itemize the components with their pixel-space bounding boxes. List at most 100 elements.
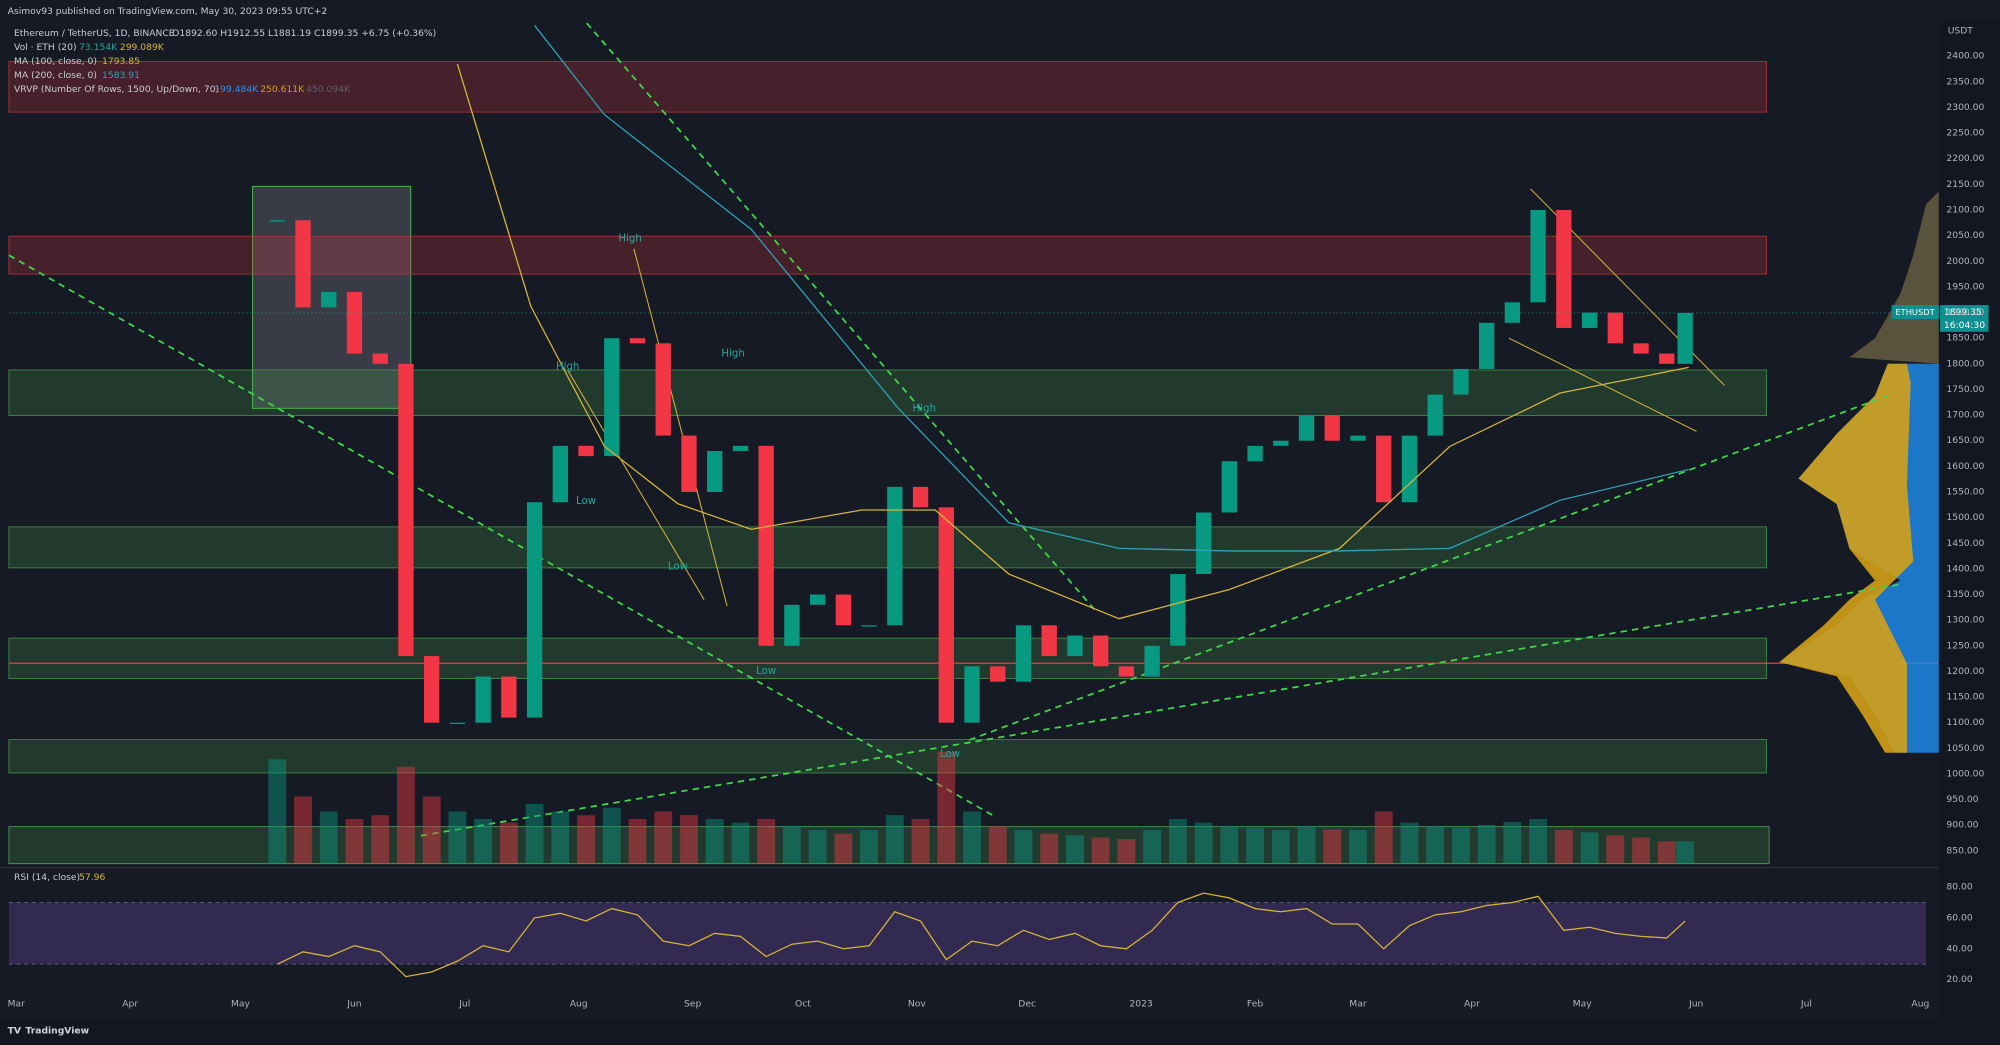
candle [1170, 574, 1186, 646]
x-tick-label: Jun [1688, 999, 1704, 1010]
y-tick-label: 2150.00 [1946, 179, 1984, 190]
volume-bar [371, 815, 390, 864]
y-tick-label: 1800.00 [1946, 358, 1984, 369]
candle [1453, 368, 1469, 395]
volume-bar [1220, 826, 1239, 864]
volume-bar [1554, 830, 1573, 864]
trendline [567, 369, 705, 600]
volume-bar [988, 826, 1007, 864]
candle [1247, 445, 1263, 462]
volume-bar [1676, 841, 1695, 864]
candle [784, 604, 800, 646]
vol-value: 73.154K [79, 42, 118, 53]
ma-line [456, 63, 1689, 620]
volume-bar [1657, 841, 1676, 864]
y-tick-label: 1050.00 [1946, 743, 1984, 754]
zone [8, 60, 1767, 113]
price-tag-value: 1899.35 [1944, 307, 1982, 318]
y-tick-label: 1750.00 [1946, 384, 1984, 395]
published: Asimov93 published on TradingView.com, M… [8, 6, 328, 17]
x-tick-label: Sep [684, 999, 701, 1010]
volume-bar [680, 815, 698, 864]
volume-bar [937, 751, 956, 864]
vol-ma: 299.089K [120, 42, 165, 53]
candle [1118, 666, 1135, 677]
candle [1677, 312, 1693, 364]
ma-line [534, 25, 1689, 552]
candle [1015, 625, 1032, 682]
candle [372, 353, 388, 364]
y-tick-label: 1100.00 [1946, 717, 1984, 728]
trendline [586, 22, 1098, 614]
candle [449, 722, 466, 724]
ticker-tag [1891, 305, 1939, 320]
candle [1530, 210, 1546, 303]
volume-bar [474, 818, 493, 864]
volume-bar [808, 830, 827, 864]
ma200-value: 1583.91 [102, 70, 140, 81]
y-tick-label: 1600.00 [1946, 461, 1984, 472]
y-tick-label: 950.00 [1946, 794, 1978, 805]
y-tick-label: 2200.00 [1946, 153, 1984, 164]
volume-bar [834, 833, 853, 864]
volume-bar [1349, 830, 1367, 864]
volume-bar [1632, 837, 1650, 864]
trendline [8, 254, 996, 818]
candle [809, 594, 826, 605]
candle [758, 445, 774, 646]
volume-bar [1580, 832, 1599, 864]
volume-bar [1271, 830, 1290, 864]
candle [707, 450, 723, 492]
candle [475, 676, 491, 723]
volume-bar [602, 807, 621, 864]
candle [861, 625, 877, 627]
y-tick-label: 900.00 [1946, 820, 1978, 831]
vol-name: Vol · ETH (20) [14, 42, 77, 53]
x-tick-label: Apr [1464, 999, 1480, 1010]
volume-bar [319, 811, 338, 864]
y-tick-label: 2050.00 [1946, 230, 1984, 241]
rsi-band [8, 902, 1927, 965]
rsi-tick-label: 40.00 [1946, 943, 1972, 954]
candle [321, 292, 337, 308]
x-tick-label: Mar [8, 999, 26, 1010]
candle [1144, 645, 1160, 677]
volume-bar [757, 818, 776, 864]
volume-bar [345, 818, 364, 864]
candle [1478, 322, 1495, 369]
candle [1221, 461, 1237, 513]
y-tick-label: 2250.00 [1946, 128, 1984, 139]
candle [1350, 435, 1366, 441]
annotation: High [556, 361, 579, 372]
candle [578, 445, 594, 457]
candle [1273, 440, 1289, 446]
vrvp-down: 250.611K [260, 84, 305, 95]
candle [552, 445, 568, 503]
x-tick-label: May [231, 999, 251, 1010]
candle [1556, 210, 1572, 328]
volume-bar [1091, 837, 1110, 864]
x-tick-label: May [1573, 999, 1593, 1010]
y-tick-label: 2000.00 [1946, 256, 1984, 267]
volume-bar [577, 815, 595, 864]
candle [1504, 302, 1521, 323]
y-tick-label: 850.00 [1946, 845, 1978, 856]
rsi-tick-label: 60.00 [1946, 912, 1972, 923]
x-tick-label: 2023 [1129, 999, 1153, 1010]
candle [501, 676, 517, 718]
rsi-tick-label: 80.00 [1946, 882, 1972, 893]
volume-bar [268, 759, 287, 864]
vrvp-name: VRVP (Number Of Rows, 1500, Up/Down, 70) [14, 84, 219, 95]
rsi-value: 57.96 [79, 872, 105, 883]
ma100-value: 1793.85 [102, 56, 140, 67]
candle [1067, 635, 1083, 657]
x-tick-label: Jun [346, 999, 362, 1010]
y-tick-label: 1300.00 [1946, 615, 1984, 626]
volume-bar [1040, 833, 1059, 864]
countdown: 16:04:30 [1944, 320, 1985, 331]
annotation: High [721, 349, 744, 360]
annotation: Low [940, 749, 960, 760]
vrvp-upper [1849, 191, 1939, 364]
